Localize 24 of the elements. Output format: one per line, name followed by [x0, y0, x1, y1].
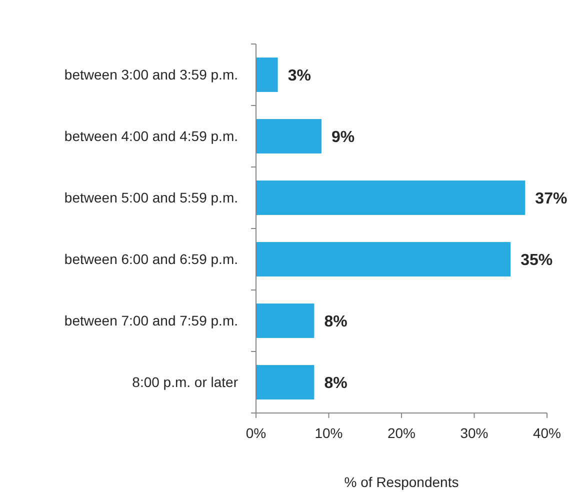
- data-label: 3%: [288, 67, 311, 84]
- data-label: 37%: [535, 190, 568, 208]
- x-tick-label: 30%: [460, 425, 488, 441]
- y-tick-label: 8:00 p.m. or later: [132, 374, 238, 390]
- bar: [256, 365, 314, 400]
- data-label: 35%: [520, 252, 553, 269]
- bar: [256, 242, 511, 276]
- y-tick-label: between 3:00 and 3:59 p.m.: [64, 66, 238, 83]
- y-tick-label: between 6:00 and 6:59 p.m.: [64, 251, 238, 268]
- y-tick-label: between 7:00 and 7:59 p.m.: [64, 312, 238, 329]
- x-tick-label: 10%: [314, 425, 343, 441]
- x-axis-title: % of Respondents: [344, 474, 459, 490]
- x-tick-label: 0%: [246, 425, 266, 441]
- data-label: 8%: [324, 313, 348, 330]
- bar: [256, 304, 314, 338]
- data-label: 8%: [324, 374, 348, 392]
- x-tick-label: 20%: [387, 425, 416, 441]
- bar: [256, 180, 526, 215]
- data-label: 9%: [331, 128, 355, 146]
- y-tick-label: between 5:00 and 5:59 p.m.: [64, 190, 238, 206]
- bar: [256, 58, 278, 92]
- y-tick-label: between 4:00 and 4:59 p.m.: [64, 128, 238, 144]
- bar: [256, 119, 322, 154]
- x-tick-label: 40%: [532, 425, 562, 441]
